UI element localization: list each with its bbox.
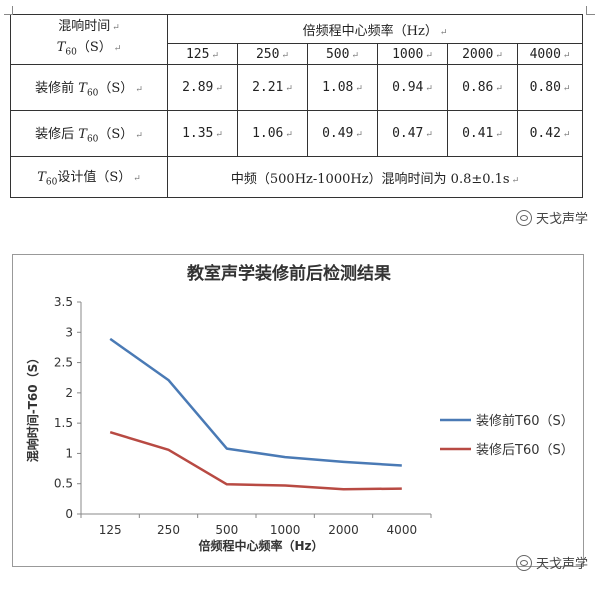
y-tick-label: 3.5 [54, 295, 73, 309]
freq-header-500: 500 ↵ [307, 43, 378, 65]
table-cell: 1.06 ↵ [237, 110, 308, 157]
table-cell: 0.41 ↵ [447, 110, 518, 157]
freq-header-1000: 1000 ↵ [377, 43, 448, 65]
row-label-after: 装修后 T60（S） ↵ [10, 110, 168, 157]
table-cell: 0.80 ↵ [516, 64, 584, 111]
table-row-design-value: T60设计值（S） ↵ 中频（500Hz-1000Hz）混响时间为 0.8±0.1… [10, 156, 584, 198]
x-tick-label: 2000 [328, 523, 359, 537]
table-cell: 2.89 ↵ [167, 64, 238, 111]
x-tick-label: 4000 [387, 523, 418, 537]
header-reverb-time: 混响时间 ↵ T60（S） ↵ [10, 14, 168, 65]
freq-header-250: 250 ↵ [237, 43, 308, 65]
design-value-note: 中频（500Hz-1000Hz）混响时间为 0.8±0.1s ↵ [166, 156, 584, 198]
reverberation-table: 混响时间 ↵ T60（S） ↵ 倍频程中心频率（Hz） ↵ 125 ↵ 250 ↵ 500… [10, 14, 584, 198]
page-corner-mark [4, 6, 13, 15]
legend-entry: 装修后T60（S） [476, 443, 574, 458]
table-cell: 1.08 ↵ [307, 64, 378, 111]
watermark: 天戈声学 [515, 553, 588, 572]
table-cell: 1.35 ↵ [167, 110, 238, 157]
table-row-before: 装修前 T60（S） ↵ 2.89 ↵ 2.21 ↵ 1.08 ↵ 0.94 ↵ 0.86… [10, 64, 584, 111]
wechat-icon [515, 554, 532, 571]
row-label-design: T60设计值（S） ↵ [10, 156, 168, 198]
table-cell: 0.94 ↵ [377, 64, 448, 111]
chart-frame: 教室声学装修前后检测结果 混响时间-T60（S） 倍频程中心频率（Hz） 0 0.… [12, 254, 584, 567]
series-line-1 [109, 337, 402, 467]
header-reverb-label: 混响时间 [58, 18, 111, 34]
y-tick-label: 3 [65, 325, 73, 339]
x-tick-label: 500 [215, 523, 238, 537]
freq-header-4000: 4000 ↵ [516, 43, 584, 65]
series [109, 337, 402, 491]
legend: 装修前T60（S） 装修后T60（S） [440, 413, 574, 458]
y-axis-label: 混响时间-T60（S） [25, 352, 40, 463]
series-line-2 [109, 431, 402, 491]
x-tick-label: 1000 [270, 523, 301, 537]
x-axis-label: 倍频程中心频率（Hz） [198, 538, 323, 553]
freq-header-125: 125 ↵ [167, 43, 238, 65]
wechat-icon [515, 209, 532, 226]
y-tick-label: 2 [65, 386, 73, 400]
table-cell: 2.21 ↵ [237, 64, 308, 111]
freq-header-2000: 2000 ↵ [447, 43, 518, 65]
table-cell: 0.42 ↵ [516, 110, 584, 157]
row-label-before: 装修前 T60（S） ↵ [10, 64, 168, 111]
table-cell: 0.49 ↵ [307, 110, 378, 157]
table-row-after: 装修后 T60（S） ↵ 1.35 ↵ 1.06 ↵ 0.49 ↵ 0.47 ↵ 0.41… [10, 110, 584, 157]
table-cell: 0.47 ↵ [377, 110, 448, 157]
header-frequency-group: 倍频程中心频率（Hz） ↵ [166, 14, 584, 44]
line-chart: 教室声学装修前后检测结果 混响时间-T60（S） 倍频程中心频率（Hz） 0 0.… [25, 263, 574, 553]
chart-title: 教室声学装修前后检测结果 [186, 263, 391, 284]
y-tick-label: 1.5 [54, 416, 73, 430]
legend-entry: 装修前T60（S） [476, 413, 574, 429]
y-tick-label: 0 [65, 507, 73, 521]
table-cell: 0.86 ↵ [447, 64, 518, 111]
y-tick-label: 0.5 [54, 477, 73, 491]
axes: 0 0.5 1 1.5 2 2.5 3 3.5 125 250 500 1000 2000 4000 [54, 295, 432, 537]
x-tick-label: 125 [99, 523, 122, 537]
watermark: 天戈声学 [515, 208, 588, 227]
y-tick-label: 1 [65, 446, 73, 460]
y-tick-label: 2.5 [54, 356, 73, 370]
x-tick-label: 250 [157, 523, 180, 537]
page-corner-mark [586, 6, 595, 15]
